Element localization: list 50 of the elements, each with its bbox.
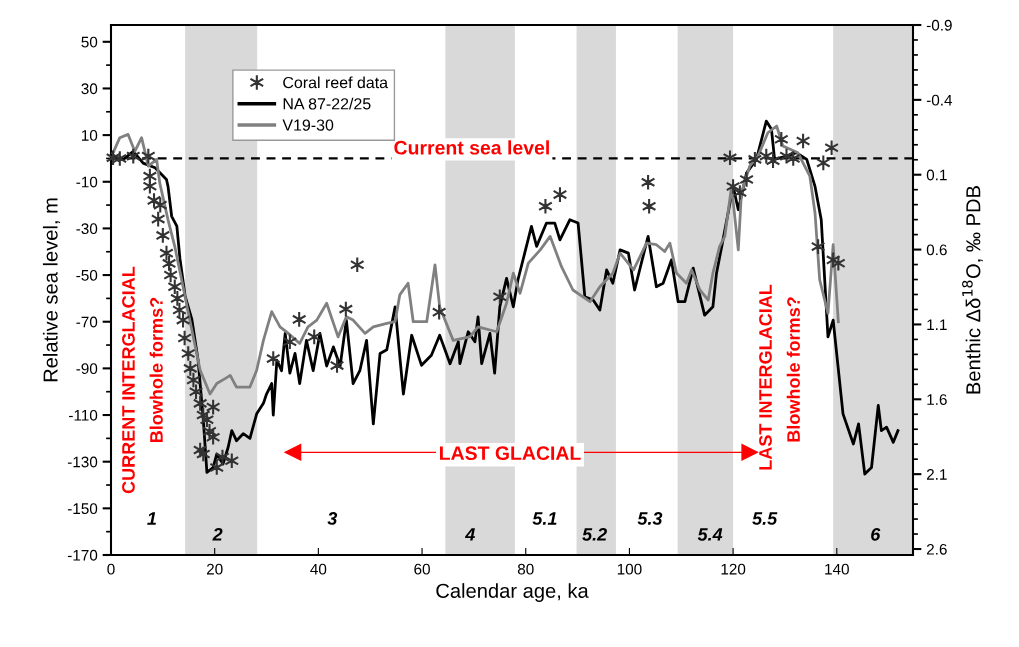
x-tick-label: 100 [617, 563, 642, 575]
y2-axis-title: Benthic Δδ$^{18}$O, ‰ PDB [962, 186, 983, 394]
y2-tick-label: 1.6 [927, 394, 947, 405]
y-tick-label: -30 [76, 223, 98, 235]
y2-tick-label: 1.1 [927, 319, 947, 330]
annotation: 5.4 [697, 528, 723, 541]
y-tick-label: 10 [81, 129, 98, 141]
y-tick-label: -130 [67, 456, 98, 468]
x-tick-label: 20 [206, 563, 223, 575]
y-tick-label: -110 [69, 409, 98, 421]
legend-label: V19-30 [282, 119, 334, 131]
annotation: 3 [327, 512, 338, 525]
x-tick-label: 0 [107, 563, 115, 575]
y-tick-label: 50 [81, 36, 98, 48]
y-tick-label: -70 [76, 316, 98, 328]
x-tick-label: 120 [721, 563, 746, 575]
annotation: 5.5 [752, 512, 778, 525]
annotation: 5.1 [532, 512, 557, 525]
x-tick-label: 40 [310, 563, 327, 575]
y2-tick-label: -0.4 [926, 94, 953, 106]
y-tick-label: -90 [76, 363, 98, 375]
x-tick-label: 60 [414, 563, 430, 575]
y2-tick-label: 2.6 [926, 543, 947, 555]
annotation: Blowhole forms? [786, 297, 800, 442]
annotation: 4 [464, 528, 476, 541]
annotation: LAST INTERGLACIAL [759, 284, 772, 470]
y2-tick-label: 0.1 [926, 169, 947, 181]
legend-label: NA 87-22/25 [283, 97, 371, 110]
x-tick-label: 140 [825, 563, 849, 575]
annotation: 5.3 [637, 512, 663, 525]
y-tick-label: -170 [67, 549, 98, 561]
x-axis-title: Calendar age, ka [436, 583, 589, 602]
annotation: LAST GLACIAL [440, 446, 581, 461]
ref-line-label: Current sea level [394, 140, 549, 155]
y2-tick-label: -0.9 [926, 19, 952, 31]
x-tick-label: 80 [517, 563, 534, 575]
annotation: 5.2 [582, 527, 607, 541]
y-tick-label: -10 [76, 176, 98, 188]
y2-tick-label: 2.1 [926, 469, 947, 480]
annotation: 2 [212, 527, 223, 541]
annotation: CURRENT INTERGLACIAL [122, 266, 135, 494]
annotation: 1 [147, 512, 156, 525]
y-tick-label: -150 [67, 503, 98, 515]
annotation: 6 [871, 527, 881, 541]
y-axis-title: Relative sea level, m [42, 198, 61, 382]
annotation: Blowhole forms? [149, 297, 163, 443]
legend-label: Coral reef data [283, 76, 389, 89]
y-tick-label: 30 [81, 83, 98, 95]
y-tick-label: -50 [76, 269, 98, 281]
y2-tick-label: 0.6 [926, 244, 947, 256]
